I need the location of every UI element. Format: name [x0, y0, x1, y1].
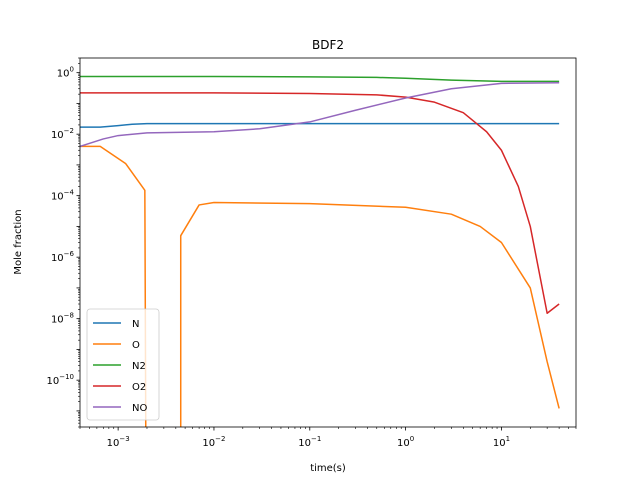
- x-tick-label: 10−1: [298, 435, 321, 449]
- x-tick-label: 100: [397, 435, 414, 449]
- series-line-n2: [80, 75, 560, 83]
- x-tick-label: 10−2: [202, 435, 225, 449]
- y-tick-label-exponent: −4: [64, 189, 75, 197]
- series-line-no: [80, 82, 560, 148]
- series-line-n: [80, 122, 560, 128]
- y-tick-label: 10−4: [51, 189, 75, 203]
- y-tick-label: 10−2: [51, 127, 74, 141]
- y-tick-label: 10−8: [51, 312, 74, 326]
- x-tick-label-exponent: −3: [119, 435, 129, 443]
- series-line-o: [80, 145, 560, 427]
- y-tick-label-base: 10: [57, 69, 70, 80]
- y-tick-label-base: 10: [51, 315, 64, 326]
- legend-label-no: NO: [132, 403, 147, 414]
- y-tick-label-exponent: −8: [64, 312, 74, 320]
- x-tick-label-exponent: −2: [215, 435, 225, 443]
- legend-label-o2: O2: [132, 382, 146, 393]
- series-line-o2: [80, 92, 560, 315]
- x-tick-label: 101: [493, 435, 510, 449]
- y-tick-label-base: 10: [46, 376, 59, 387]
- legend-label-n2: N2: [132, 361, 146, 372]
- y-tick-label-base: 10: [51, 130, 64, 141]
- x-tick-label-exponent: 1: [506, 435, 510, 443]
- x-tick-label-base: 10: [493, 438, 506, 449]
- y-tick-label-exponent: 0: [70, 66, 74, 74]
- legend-box: [86, 308, 160, 421]
- y-tick-label-exponent: −6: [64, 250, 75, 258]
- x-axis-label: time(s): [310, 463, 346, 474]
- x-tick-label-base: 10: [107, 438, 120, 449]
- chart-title: BDF2: [312, 38, 344, 52]
- x-tick-label: 10−3: [107, 435, 130, 449]
- y-tick-label-exponent: −10: [59, 373, 74, 381]
- y-tick-label-base: 10: [51, 253, 64, 264]
- x-tick-label-base: 10: [202, 438, 215, 449]
- y-tick-label-base: 10: [51, 192, 64, 203]
- x-tick-label-base: 10: [298, 438, 311, 449]
- x-tick-label-exponent: −1: [311, 435, 321, 443]
- x-tick-label-base: 10: [397, 438, 410, 449]
- x-tick-label-exponent: 0: [410, 435, 414, 443]
- y-axis-label: Mole fraction: [13, 209, 24, 274]
- legend-label-n: N: [132, 319, 139, 330]
- y-tick-label: 100: [57, 66, 74, 80]
- series-layer: [80, 75, 560, 427]
- legend: NO N2 O2 NO: [86, 308, 160, 421]
- legend-label-o: O: [132, 340, 140, 351]
- y-tick-label: 10−10: [46, 373, 74, 387]
- x-axis: 10−3 10−2 10−1 100 101: [79, 427, 577, 449]
- y-tick-label-exponent: −2: [64, 127, 74, 135]
- y-tick-label: 10−6: [51, 250, 75, 264]
